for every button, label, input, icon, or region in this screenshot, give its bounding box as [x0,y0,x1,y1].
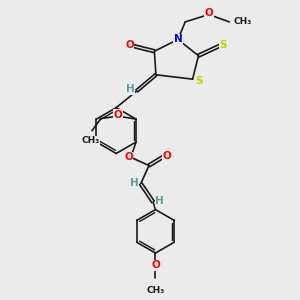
Text: O: O [124,152,133,162]
Text: O: O [113,110,122,120]
Text: O: O [125,40,134,50]
Text: H: H [126,84,135,94]
Text: O: O [204,8,213,18]
Text: CH₃: CH₃ [81,136,100,145]
Text: S: S [195,76,203,85]
Text: O: O [151,260,160,270]
Text: CH₃: CH₃ [234,17,252,26]
Text: CH₃: CH₃ [146,286,165,295]
Text: O: O [162,151,171,161]
Text: S: S [219,40,226,50]
Text: H: H [130,178,139,188]
Text: N: N [173,34,182,44]
Text: H: H [155,196,164,206]
